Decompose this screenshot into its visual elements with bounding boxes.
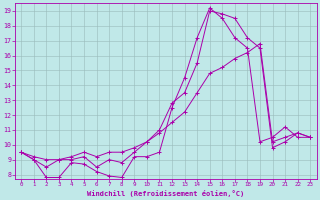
X-axis label: Windchill (Refroidissement éolien,°C): Windchill (Refroidissement éolien,°C) [87,190,244,197]
